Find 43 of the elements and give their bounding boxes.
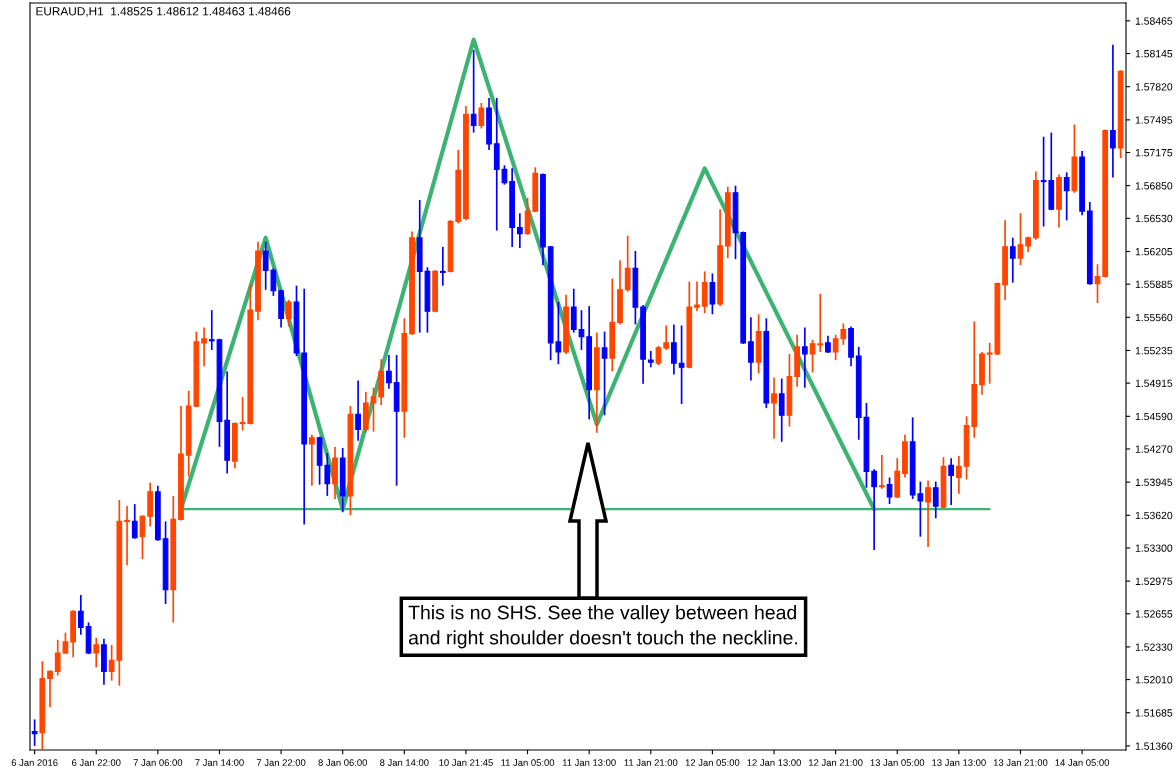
x-tick-label: 8 Jan 06:00 <box>318 759 368 766</box>
y-tick-label: 1.56850 <box>1135 182 1173 190</box>
x-tick-label: 7 Jan 06:00 <box>133 759 183 766</box>
x-tick-label: 12 Jan 05:00 <box>685 759 740 766</box>
y-tick-label: 1.58145 <box>1135 50 1173 58</box>
y-tick-label: 1.54270 <box>1135 445 1173 453</box>
y-tick-label: 1.53300 <box>1135 544 1173 552</box>
y-tick-label: 1.55885 <box>1135 280 1173 289</box>
x-tick-label: 6 Jan 2016 <box>11 759 58 766</box>
x-tick-label: 11 Jan 13:00 <box>562 759 616 766</box>
y-tick-label: 1.56205 <box>1135 247 1173 256</box>
y-tick-label: 1.53945 <box>1135 478 1173 486</box>
x-tick-label: 13 Jan 21:00 <box>993 759 1048 766</box>
x-tick-label: 13 Jan 13:00 <box>932 759 986 766</box>
x-tick-label: 7 Jan 22:00 <box>256 759 306 766</box>
x-tick-label: 12 Jan 13:00 <box>747 759 801 766</box>
x-tick-label: 7 Jan 14:00 <box>195 759 244 766</box>
x-tick-label: 12 Jan 21:00 <box>809 759 863 766</box>
chart-title: EURAUD,H1 1.48525 1.48612 1.48463 1.48466 <box>36 7 291 17</box>
y-tick-label: 1.51360 <box>1135 742 1173 750</box>
y-tick-label: 1.55235 <box>1135 346 1173 355</box>
x-tick-label: 11 Jan 05:00 <box>501 759 555 766</box>
y-tick-label: 1.54590 <box>1135 412 1173 421</box>
y-tick-label: 1.52655 <box>1135 610 1173 618</box>
y-tick-label: 1.51685 <box>1135 709 1173 717</box>
y-tick-label: 1.55560 <box>1135 313 1173 322</box>
x-tick-label: 6 Jan 22:00 <box>72 759 121 766</box>
x-tick-label: 11 Jan 21:00 <box>624 759 678 766</box>
annotation: This is no SHS. See the valley between head and right shoulder doesn't touch the neckline. <box>408 605 798 649</box>
x-tick-label: 10 Jan 21:45 <box>439 759 493 766</box>
y-tick-label: 1.56530 <box>1135 214 1173 223</box>
y-tick-label: 1.54915 <box>1135 379 1173 388</box>
y-tick-label: 1.53620 <box>1135 511 1173 520</box>
y-tick-label: 1.57495 <box>1135 116 1173 124</box>
x-tick-label: 8 Jan 14:00 <box>380 759 429 766</box>
y-tick-label: 1.58465 <box>1135 17 1173 25</box>
x-tick-label: 14 Jan 05:00 <box>1055 759 1110 766</box>
y-tick-label: 1.57820 <box>1135 83 1173 91</box>
x-tick-label: 13 Jan 05:00 <box>870 759 925 766</box>
y-tick-label: 1.52010 <box>1135 676 1173 684</box>
y-tick-label: 1.52975 <box>1135 577 1173 585</box>
y-tick-label: 1.52330 <box>1135 643 1173 651</box>
y-tick-label: 1.57175 <box>1135 149 1173 157</box>
